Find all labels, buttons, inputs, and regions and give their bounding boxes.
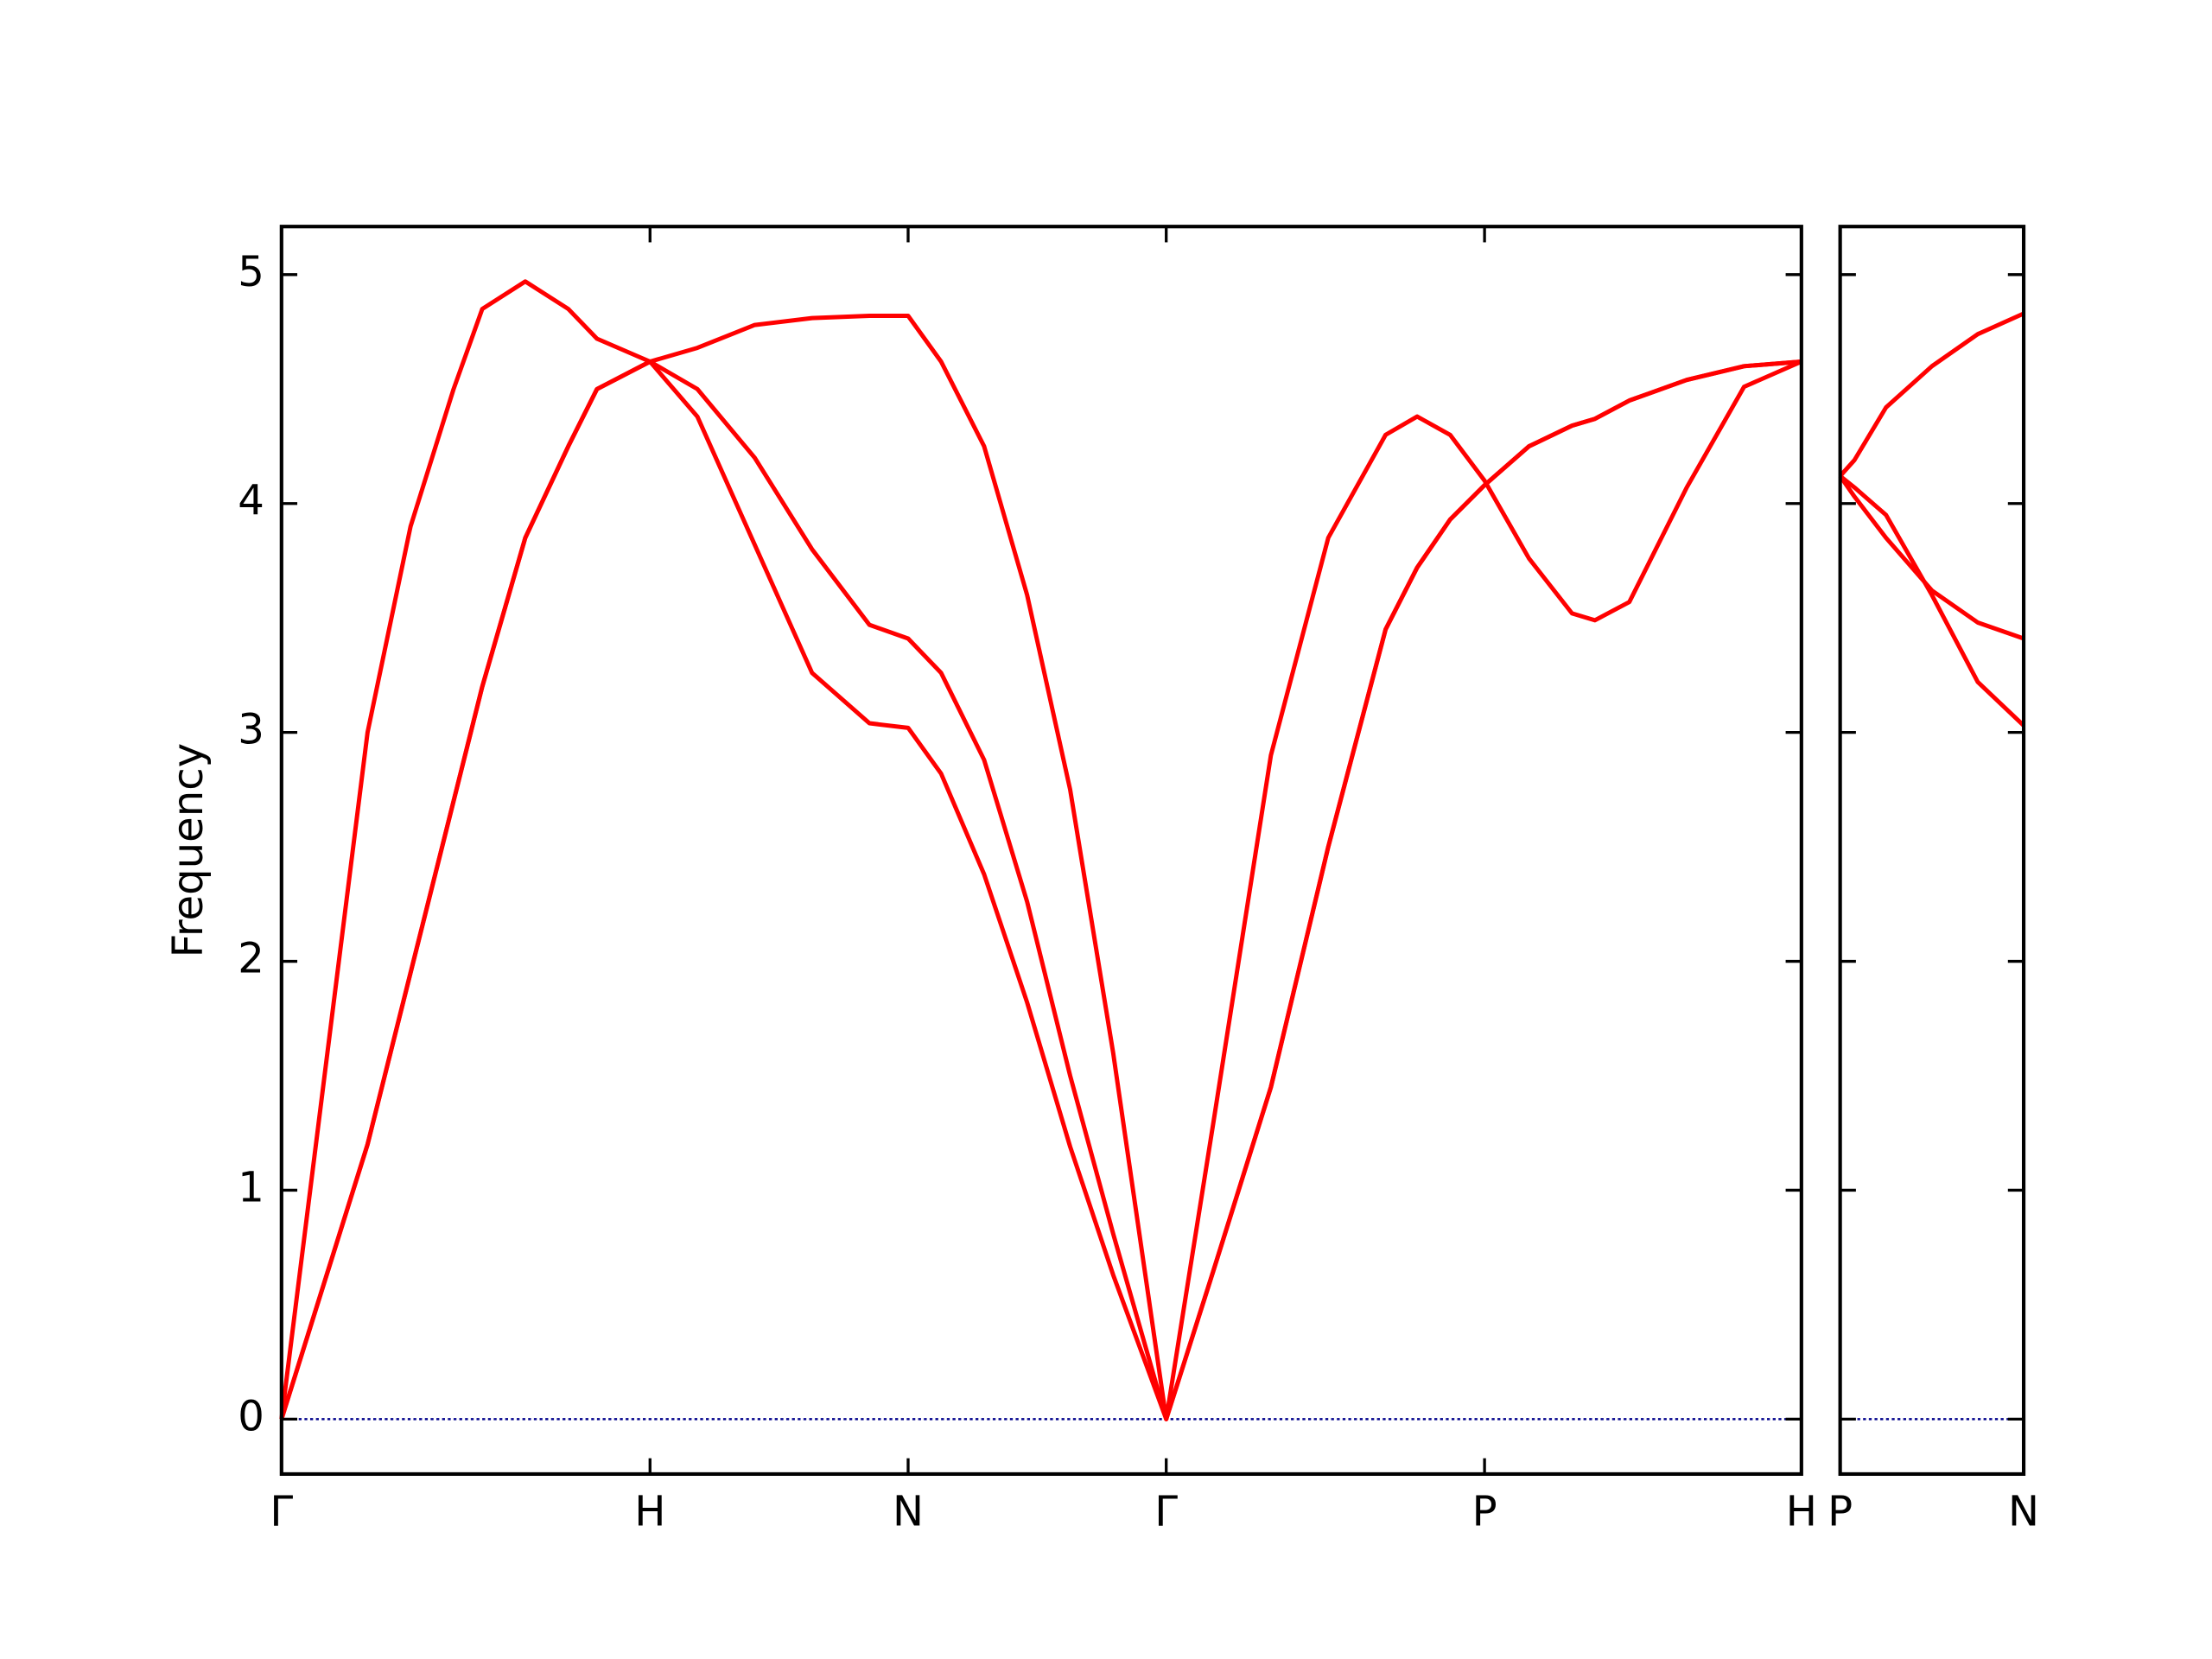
band-line xyxy=(1838,311,2025,478)
x-tick-label: H xyxy=(634,1487,665,1535)
x-tick-label: Γ xyxy=(270,1487,293,1535)
y-tick-label: 1 xyxy=(238,1163,264,1211)
band-line xyxy=(1838,474,2024,641)
y-tick-label: 4 xyxy=(238,477,264,525)
band-line xyxy=(279,359,1802,1421)
x-tick-label: N xyxy=(893,1487,924,1535)
band-line xyxy=(279,359,1802,1421)
x-tick-label: P xyxy=(1827,1487,1853,1535)
band-line xyxy=(279,279,1802,1421)
y-tick-label: 2 xyxy=(238,935,264,983)
y-tick-label: 5 xyxy=(238,248,264,296)
x-tick-label: N xyxy=(2008,1487,2039,1535)
x-tick-label: P xyxy=(1472,1487,1497,1535)
band-line xyxy=(1839,474,2025,728)
y-tick-label: 0 xyxy=(238,1392,264,1440)
x-tick-label: H xyxy=(1786,1487,1817,1535)
y-tick-label: 3 xyxy=(238,706,264,754)
x-tick-label: Γ xyxy=(1154,1487,1178,1535)
plot-frame xyxy=(1838,225,2026,1477)
y-axis-label: Frequency xyxy=(164,743,213,958)
plot-frame xyxy=(279,225,1803,1477)
